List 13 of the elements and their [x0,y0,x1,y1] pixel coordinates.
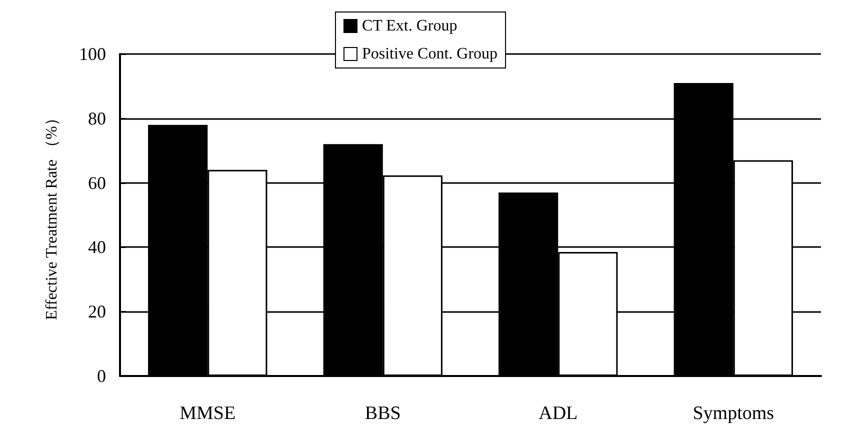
y-tick-label: 20 [88,302,106,322]
y-tick-label: 100 [79,44,106,64]
x-tick-label: Symptoms [692,403,774,424]
y-axis-title: Effective Treatment Rate （%） [44,110,60,320]
x-tick-label: ADL [538,403,578,424]
y-tick-label: 60 [88,172,106,193]
x-tick-label: MMSE [180,403,236,424]
legend-label: CT Ext. Group [362,18,458,34]
legend-label: Positive Cont. Group [362,46,498,62]
x-tick-label: BBS [364,403,401,424]
y-tick-label: 40 [88,237,106,258]
y-tick-label: 0 [97,366,106,386]
y-tick-label: 80 [88,108,106,128]
